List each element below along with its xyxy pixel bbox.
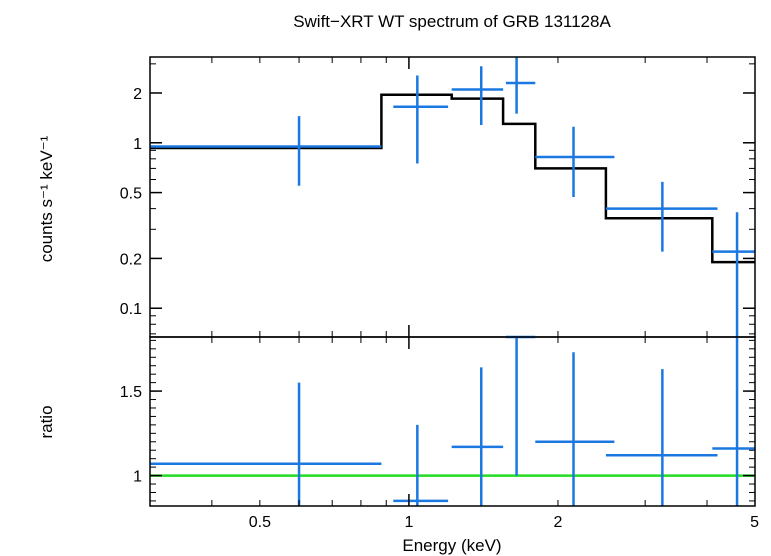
y-tick-label: 1 [133, 136, 142, 153]
data-point-ratio-3 [505, 335, 536, 476]
data-point-ratio-1 [393, 424, 449, 506]
chart-title: Swift−XRT WT spectrum of GRB 131128A [293, 12, 611, 31]
data-point-spectrum-1 [393, 75, 449, 164]
ratio-panel-ylabel: ratio [37, 405, 56, 438]
y-tick-label: 2 [133, 86, 142, 103]
x-tick-label: 2 [554, 514, 563, 531]
data-point-ratio-2 [451, 367, 504, 506]
y-tick-label: 0.1 [120, 301, 142, 318]
x-tick-label: 5 [750, 514, 759, 531]
data-point-ratio-4 [535, 352, 615, 506]
data-point-spectrum-0 [150, 116, 382, 186]
data-point-ratio-5 [605, 369, 718, 506]
data-point-spectrum-3 [505, 57, 536, 114]
panel-spectrum: 0.1 0.2 0.5 1 2 [120, 56, 756, 338]
x-tick-label: 1 [404, 514, 413, 531]
panel-ratio: 11.5 [120, 335, 756, 507]
data-point-spectrum-6 [712, 212, 755, 337]
data-point-spectrum-2 [451, 66, 504, 126]
top-panel-ylabel: counts s⁻¹ keV⁻¹ [37, 135, 56, 262]
data-point-spectrum-4 [535, 126, 615, 198]
panel-frame-ratio [149, 336, 756, 507]
x-tick-label: 0.5 [249, 514, 271, 531]
data-point-ratio-0 [150, 382, 382, 506]
y-tick-label: 0.2 [120, 251, 142, 268]
data-point-ratio-6 [712, 337, 755, 506]
data-point-spectrum-5 [605, 181, 718, 252]
model-step-line [150, 93, 755, 264]
y-tick-label: 1 [133, 469, 142, 486]
y-tick-label: 0.5 [120, 186, 142, 203]
x-axis-label: Energy (keV) [402, 536, 501, 555]
y-tick-label: 1.5 [120, 384, 142, 401]
